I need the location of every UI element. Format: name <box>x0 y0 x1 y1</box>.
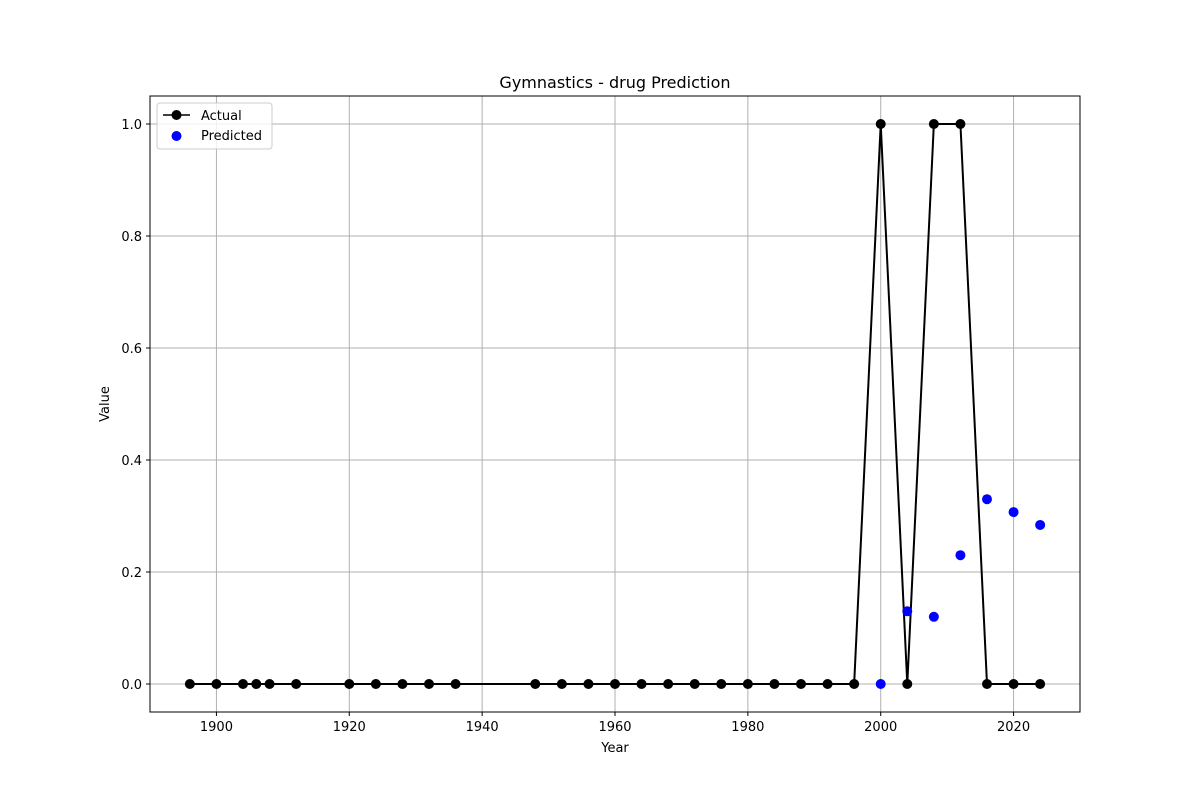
actual-data-point <box>251 679 262 689</box>
x-tick-label: 1920 <box>333 720 366 735</box>
actual-data-point <box>902 679 913 689</box>
actual-data-point <box>450 679 461 689</box>
actual-data-point <box>264 679 275 689</box>
x-tick-label: 1960 <box>598 720 631 735</box>
y-tick-label: 0.8 <box>121 230 142 245</box>
actual-data-point <box>716 679 727 689</box>
legend-actual-label: Actual <box>201 109 242 124</box>
y-tick-label: 1.0 <box>121 118 142 133</box>
actual-data-point <box>796 679 806 689</box>
predicted-data-point <box>982 494 992 505</box>
actual-data-point <box>955 119 966 129</box>
actual-data-point <box>211 679 222 689</box>
series-layer <box>184 119 1046 689</box>
predicted-data-point <box>1008 507 1019 518</box>
actual-data-point <box>1008 679 1019 689</box>
actual-data-point <box>982 679 992 689</box>
actual-data-point <box>849 679 860 689</box>
actual-data-point <box>344 679 355 689</box>
actual-data-point <box>291 679 302 689</box>
actual-data-point <box>530 679 541 689</box>
x-tick-label: 2000 <box>864 720 897 735</box>
y-tick-label: 0.2 <box>121 566 142 581</box>
y-axis-label: Value <box>98 386 113 422</box>
x-tick-label: 1980 <box>731 720 764 735</box>
actual-data-point <box>663 679 674 689</box>
x-tick-label: 2020 <box>997 720 1030 735</box>
predicted-data-point <box>955 550 966 561</box>
actual-data-point <box>875 119 886 129</box>
actual-data-point <box>928 119 939 129</box>
actual-data-point <box>610 679 620 689</box>
x-axis-label: Year <box>600 741 629 756</box>
actual-data-point <box>583 679 594 689</box>
predicted-data-point <box>902 606 913 617</box>
actual-data-point <box>769 679 780 689</box>
actual-data-point <box>184 679 195 689</box>
actual-data-point <box>636 679 647 689</box>
legend-predicted-marker <box>171 131 182 141</box>
actual-data-point <box>742 679 753 689</box>
actual-data-point <box>397 679 408 689</box>
x-tick-label: 1900 <box>200 720 233 735</box>
predicted-data-point <box>1035 519 1046 530</box>
axis-ticks: 1900 1920 1940 1960 1980 2000 2020 0.0 0.2 0.4 0.6… <box>121 118 1030 735</box>
x-tick-label: 1940 <box>466 720 499 735</box>
actual-data-point <box>556 679 567 689</box>
actual-data-point <box>238 679 248 689</box>
predicted-data-point <box>928 611 939 622</box>
y-tick-label: 0.4 <box>121 454 142 469</box>
actual-data-point <box>689 679 700 689</box>
predicted-data-point <box>875 679 886 689</box>
chart-title: Gymnastics - drug Prediction <box>499 73 730 92</box>
y-tick-label: 0.6 <box>121 342 142 357</box>
legend: Actual Predicted <box>156 102 273 150</box>
actual-data-point <box>424 679 434 689</box>
y-tick-label: 0.0 <box>121 678 142 693</box>
legend-predicted-label: Predicted <box>201 129 262 144</box>
legend-actual-marker <box>171 110 182 120</box>
actual-data-point <box>370 679 381 689</box>
actual-data-point <box>822 679 833 689</box>
actual-data-point <box>1035 679 1046 689</box>
